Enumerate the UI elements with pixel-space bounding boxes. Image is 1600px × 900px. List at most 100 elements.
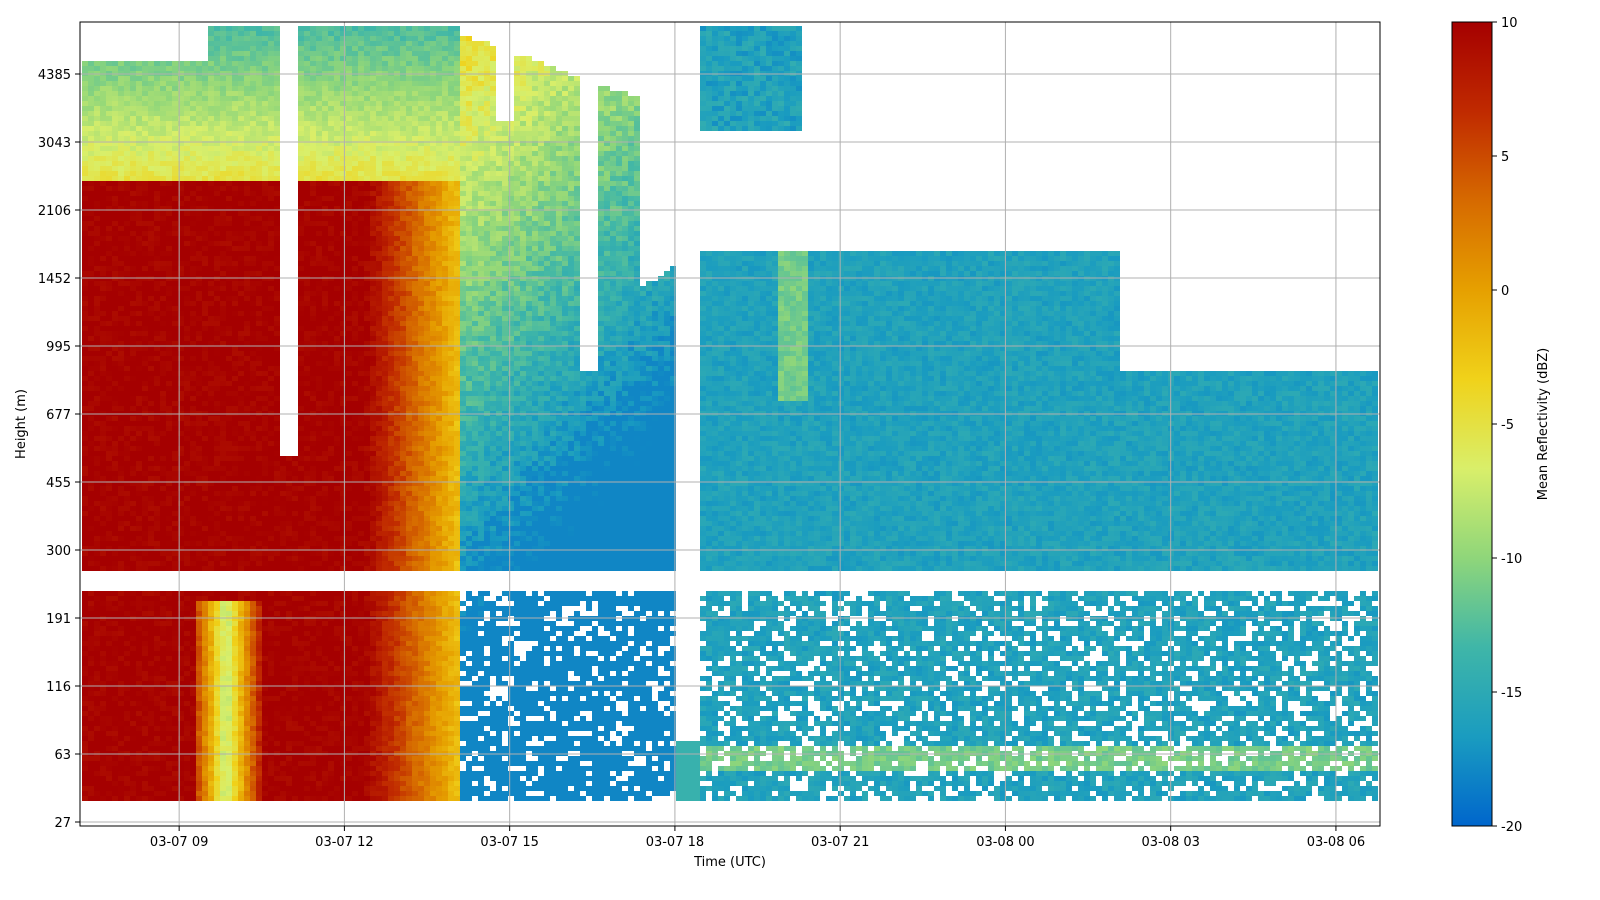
heatmap-cell <box>208 431 214 436</box>
heatmap-cell <box>208 51 214 56</box>
heatmap-cell <box>166 221 172 226</box>
heatmap-cell <box>106 556 112 561</box>
heatmap-cell <box>154 401 160 406</box>
heatmap-cell <box>184 621 190 626</box>
heatmap-cell <box>172 431 178 436</box>
heatmap-cell <box>112 151 118 156</box>
heatmap-cell <box>178 726 184 731</box>
heatmap-cell <box>82 441 88 446</box>
heatmap-cell <box>268 661 274 666</box>
heatmap-cell <box>268 81 274 86</box>
heatmap-cell <box>202 406 208 411</box>
heatmap-cell <box>238 566 244 571</box>
heatmap-cell <box>262 706 268 711</box>
heatmap-cell <box>172 351 178 356</box>
heatmap-cell <box>82 301 88 306</box>
heatmap-cell <box>250 431 256 436</box>
heatmap-cell <box>82 681 88 686</box>
heatmap-cell <box>148 506 154 511</box>
heatmap-cell <box>160 331 166 336</box>
heatmap-cell <box>136 201 142 206</box>
heatmap-cell <box>220 671 226 676</box>
heatmap-cell <box>262 666 268 671</box>
heatmap-cell <box>268 311 274 316</box>
heatmap-cell <box>250 621 256 626</box>
heatmap-cell <box>268 406 274 411</box>
heatmap-cell <box>166 676 172 681</box>
heatmap-cell <box>238 286 244 291</box>
heatmap-cell <box>184 136 190 141</box>
heatmap-cell <box>154 726 160 731</box>
heatmap-cell <box>112 351 118 356</box>
heatmap-cell <box>226 636 232 641</box>
heatmap-cell <box>262 461 268 466</box>
heatmap-cell <box>154 361 160 366</box>
heatmap-cell <box>202 526 208 531</box>
heatmap-cell <box>82 181 88 186</box>
heatmap-cell <box>256 211 262 216</box>
heatmap-cell <box>88 406 94 411</box>
heatmap-cell <box>238 421 244 426</box>
heatmap-cell <box>82 501 88 506</box>
heatmap-cell <box>268 511 274 516</box>
heatmap-cell <box>190 136 196 141</box>
heatmap-cell <box>88 561 94 566</box>
heatmap-cell <box>244 291 250 296</box>
heatmap-cell <box>130 401 136 406</box>
heatmap-cell <box>166 796 172 801</box>
heatmap-cell <box>190 471 196 476</box>
heatmap-cell <box>244 471 250 476</box>
heatmap-cell <box>112 306 118 311</box>
heatmap-cell <box>262 426 268 431</box>
heatmap-cell <box>94 631 100 636</box>
heatmap-cell <box>244 281 250 286</box>
heatmap-cell <box>154 141 160 146</box>
heatmap-cell <box>142 736 148 741</box>
heatmap-cell <box>268 671 274 676</box>
heatmap-cell <box>208 636 214 641</box>
heatmap-cell <box>250 791 256 796</box>
heatmap-cell <box>208 746 214 751</box>
heatmap-cell <box>166 476 172 481</box>
heatmap-cell <box>190 96 196 101</box>
heatmap-cell <box>256 251 262 256</box>
heatmap-cell <box>214 566 220 571</box>
heatmap-cell <box>136 331 142 336</box>
heatmap-cell <box>196 106 202 111</box>
heatmap-cell <box>136 396 142 401</box>
heatmap-cell <box>262 346 268 351</box>
heatmap-cell <box>88 546 94 551</box>
heatmap-cell <box>148 231 154 236</box>
heatmap-cell <box>238 61 244 66</box>
heatmap-cell <box>160 131 166 136</box>
heatmap-cell <box>268 761 274 766</box>
heatmap-cell <box>190 431 196 436</box>
heatmap-cell <box>88 591 94 596</box>
heatmap-cell <box>166 326 172 331</box>
heatmap-cell <box>244 431 250 436</box>
heatmap-cell <box>208 396 214 401</box>
heatmap-cell <box>118 501 124 506</box>
heatmap-cell <box>226 206 232 211</box>
heatmap-cell <box>208 651 214 656</box>
heatmap-cell <box>214 61 220 66</box>
heatmap-cell <box>130 211 136 216</box>
heatmap-cell <box>220 26 226 31</box>
heatmap-cell <box>214 671 220 676</box>
heatmap-cell <box>238 256 244 261</box>
heatmap-cell <box>130 441 136 446</box>
heatmap-cell <box>238 326 244 331</box>
heatmap-cell <box>250 46 256 51</box>
heatmap-cell <box>226 596 232 601</box>
heatmap-cell <box>136 456 142 461</box>
heatmap-cell <box>190 251 196 256</box>
heatmap-cell <box>148 386 154 391</box>
heatmap-cell <box>184 476 190 481</box>
heatmap-cell <box>106 446 112 451</box>
heatmap-cell <box>178 506 184 511</box>
heatmap-cell <box>178 631 184 636</box>
heatmap-cell <box>250 116 256 121</box>
heatmap-cell <box>124 541 130 546</box>
heatmap-cell <box>244 191 250 196</box>
heatmap-cell <box>238 236 244 241</box>
